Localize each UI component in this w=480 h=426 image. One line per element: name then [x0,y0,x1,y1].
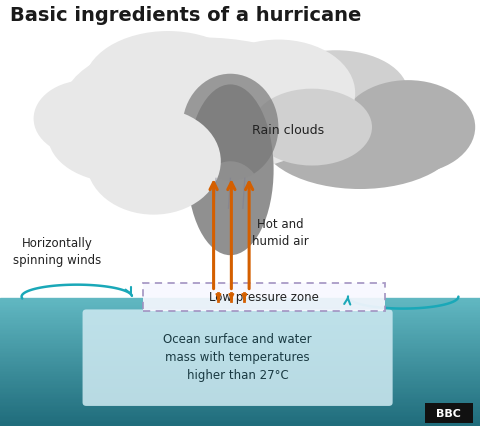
Bar [0,308,480,311]
Ellipse shape [259,83,461,190]
Ellipse shape [202,40,355,147]
Bar [0,393,480,395]
FancyBboxPatch shape [83,310,393,406]
Bar [0,321,480,324]
Ellipse shape [341,81,475,175]
Bar [0,365,480,367]
Bar [0,339,480,342]
Bar [0,316,480,319]
Text: Rain clouds: Rain clouds [252,124,324,136]
Text: Ocean surface and water
mass with temperatures
higher than 27°C: Ocean surface and water mass with temper… [163,333,312,381]
Bar [0,413,480,416]
Bar [0,400,480,403]
Ellipse shape [182,75,278,181]
Bar [0,298,480,301]
Bar [0,360,480,362]
Bar [0,416,480,418]
Text: Hot and
humid air: Hot and humid air [252,217,309,247]
Ellipse shape [252,89,372,166]
Bar [0,380,480,383]
Bar [0,362,480,365]
Bar [0,411,480,413]
Ellipse shape [264,51,408,136]
Bar [0,329,480,331]
Bar [0,349,480,352]
Ellipse shape [34,81,139,158]
Ellipse shape [197,162,264,247]
Bar [0,303,480,306]
Bar [0,383,480,385]
Bar [0,344,480,347]
Text: Basic ingredients of a hurricane: Basic ingredients of a hurricane [10,6,361,25]
Ellipse shape [72,98,168,175]
Text: Horizontally
spinning winds: Horizontally spinning winds [13,236,102,266]
Bar [0,395,480,398]
Bar [425,403,473,423]
Bar [0,408,480,411]
Bar [0,418,480,421]
Bar [0,352,480,354]
Bar [0,319,480,321]
Bar [0,370,480,372]
Bar [0,398,480,400]
Bar [0,337,480,339]
Bar [0,385,480,388]
Ellipse shape [187,85,274,256]
Bar [0,306,480,308]
Bar [0,367,480,370]
Bar [0,347,480,349]
Bar [0,372,480,375]
Ellipse shape [62,38,341,175]
Bar [0,423,480,426]
Bar [0,375,480,377]
Ellipse shape [86,109,221,215]
Text: Low pressure zone: Low pressure zone [209,291,319,303]
Ellipse shape [48,89,192,183]
Bar [0,354,480,357]
Bar [0,357,480,360]
Bar [0,388,480,390]
Bar [0,377,480,380]
Bar [0,301,480,303]
Text: BBC: BBC [436,408,461,418]
Bar [0,406,480,408]
Bar [0,403,480,406]
Bar [0,314,480,316]
Bar [0,326,480,329]
Bar [0,324,480,326]
Bar [0,342,480,344]
FancyBboxPatch shape [143,283,385,311]
Bar [0,334,480,337]
Bar [0,331,480,334]
Ellipse shape [84,32,252,138]
Bar [0,390,480,393]
Bar [0,421,480,423]
Bar [0,311,480,314]
